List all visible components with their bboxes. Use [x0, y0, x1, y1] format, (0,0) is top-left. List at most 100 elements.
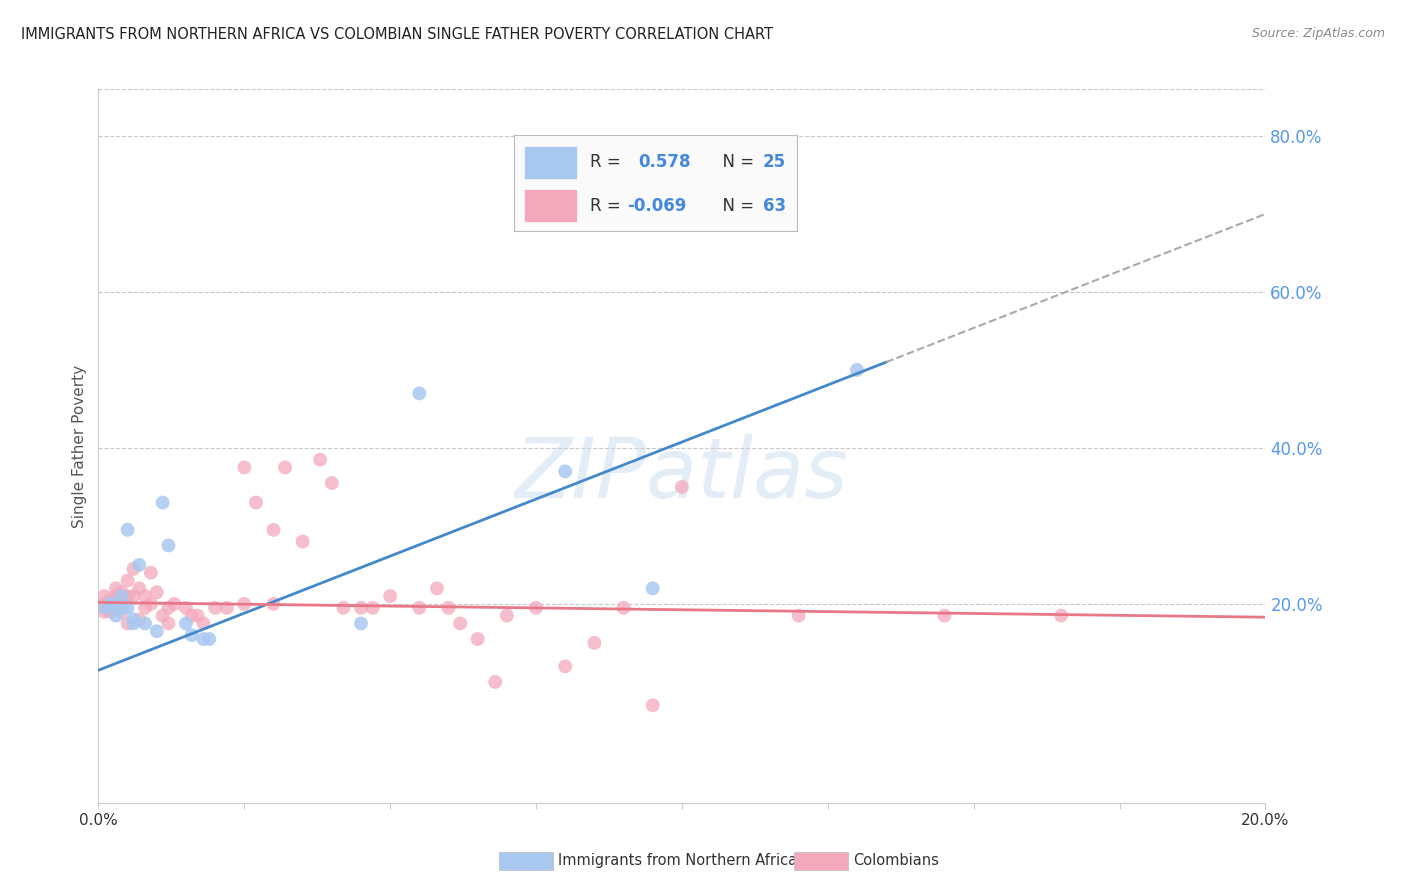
Point — [262, 597, 284, 611]
Point — [641, 698, 664, 713]
Text: -0.069: -0.069 — [627, 196, 686, 215]
Point — [152, 495, 174, 509]
Point — [180, 608, 202, 623]
Text: N =: N = — [711, 196, 759, 215]
Point — [233, 460, 256, 475]
Text: 25: 25 — [763, 153, 786, 171]
Point — [671, 480, 693, 494]
Text: Source: ZipAtlas.com: Source: ZipAtlas.com — [1251, 27, 1385, 40]
Point — [122, 589, 145, 603]
Point — [262, 523, 284, 537]
Point — [245, 495, 267, 509]
Point — [134, 600, 156, 615]
Text: IMMIGRANTS FROM NORTHERN AFRICA VS COLOMBIAN SINGLE FATHER POVERTY CORRELATION C: IMMIGRANTS FROM NORTHERN AFRICA VS COLOM… — [21, 27, 773, 42]
Point — [787, 608, 810, 623]
Text: Immigrants from Northern Africa: Immigrants from Northern Africa — [558, 854, 797, 868]
Point — [671, 207, 693, 221]
Text: N =: N = — [711, 153, 759, 171]
Point — [111, 605, 134, 619]
Text: 0.578: 0.578 — [638, 153, 690, 171]
Point — [128, 613, 150, 627]
Point — [128, 582, 150, 596]
Point — [98, 600, 121, 615]
Point — [98, 605, 121, 619]
Point — [437, 600, 460, 615]
Point — [233, 597, 256, 611]
Point — [467, 632, 489, 646]
Point — [111, 589, 134, 603]
Text: R =: R = — [591, 153, 631, 171]
Point — [193, 632, 215, 646]
Point — [204, 600, 226, 615]
Point — [117, 600, 139, 615]
Point — [174, 600, 197, 615]
Point — [93, 597, 115, 611]
Point — [134, 589, 156, 603]
Point — [309, 452, 332, 467]
Text: ZIPatlas: ZIPatlas — [515, 434, 849, 515]
Point — [157, 538, 180, 552]
Point — [350, 600, 373, 615]
Text: R =: R = — [591, 196, 626, 215]
Point — [496, 608, 519, 623]
Point — [163, 597, 186, 611]
Point — [104, 608, 127, 623]
Point — [846, 363, 869, 377]
Point — [117, 589, 139, 603]
Point — [180, 628, 202, 642]
Point — [117, 574, 139, 588]
Point — [934, 608, 956, 623]
Point — [484, 674, 506, 689]
Point — [139, 597, 162, 611]
Point — [98, 597, 121, 611]
Y-axis label: Single Father Poverty: Single Father Poverty — [72, 365, 87, 527]
Point — [449, 616, 471, 631]
Point — [215, 600, 238, 615]
Point — [187, 608, 209, 623]
Point — [146, 585, 169, 599]
Point — [361, 600, 384, 615]
Point — [408, 386, 430, 401]
Point — [104, 597, 127, 611]
Point — [117, 523, 139, 537]
Point — [157, 600, 180, 615]
Point — [93, 589, 115, 603]
Point — [350, 616, 373, 631]
Point — [122, 562, 145, 576]
Point — [524, 600, 547, 615]
Point — [554, 464, 576, 478]
Point — [104, 582, 127, 596]
Point — [128, 558, 150, 572]
Text: Colombians: Colombians — [853, 854, 939, 868]
Point — [134, 616, 156, 631]
Point — [111, 597, 134, 611]
Point — [111, 585, 134, 599]
Point — [1050, 608, 1073, 623]
Point — [274, 460, 297, 475]
Point — [426, 582, 449, 596]
Point — [612, 600, 634, 615]
Point — [291, 534, 314, 549]
Point — [93, 605, 115, 619]
Point — [146, 624, 169, 639]
Point — [104, 600, 127, 615]
Point — [198, 632, 221, 646]
Point — [139, 566, 162, 580]
Point — [117, 616, 139, 631]
Point — [641, 582, 664, 596]
Point — [111, 600, 134, 615]
Point — [193, 616, 215, 631]
Point — [583, 636, 606, 650]
Point — [93, 600, 115, 615]
Point — [104, 589, 127, 603]
Point — [408, 600, 430, 615]
Point — [380, 589, 402, 603]
Point — [157, 616, 180, 631]
Point — [122, 613, 145, 627]
Point — [332, 600, 354, 615]
Point — [321, 476, 343, 491]
Bar — [524, 147, 576, 178]
Point — [122, 616, 145, 631]
Point — [152, 608, 174, 623]
Text: 63: 63 — [763, 196, 786, 215]
